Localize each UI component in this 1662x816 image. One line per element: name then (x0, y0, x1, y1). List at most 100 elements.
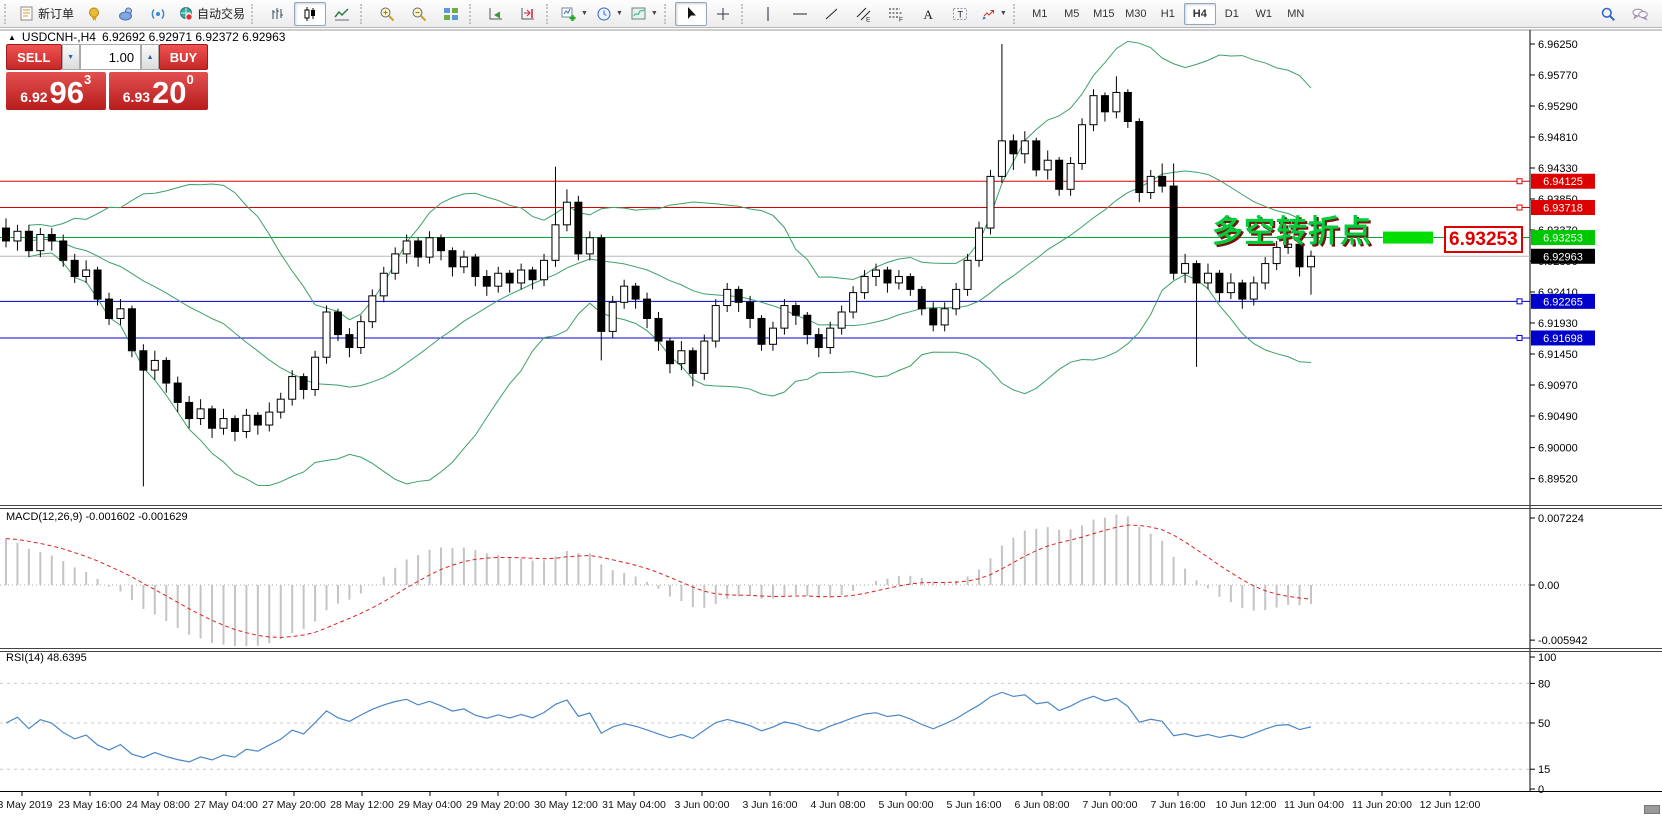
svg-text:31 May 04:00: 31 May 04:00 (602, 799, 666, 811)
timeframe-button-mn[interactable]: MN (1287, 7, 1305, 20)
svg-text:6.96250: 6.96250 (1538, 39, 1578, 51)
timeframe-button-m5[interactable]: M5 (1064, 7, 1080, 20)
toolbar-group (674, 1, 739, 27)
horizontal-line-button[interactable] (784, 2, 816, 26)
chat-button[interactable] (1624, 2, 1656, 26)
autotrade-icon (180, 6, 193, 21)
text-label-button[interactable]: T (944, 2, 976, 26)
candlestick-chart-button[interactable] (294, 1, 327, 26)
timeframe-button-h4[interactable]: H4 (1183, 2, 1216, 25)
signal-icon[interactable] (142, 2, 174, 26)
pivot-annotation-text[interactable]: 多空转折点 (1212, 214, 1372, 249)
svg-text:6.93253: 6.93253 (1543, 233, 1583, 245)
tile-windows-button[interactable] (435, 2, 467, 26)
chevron-down-icon[interactable]: ▼ (999, 10, 1007, 17)
toolbar-group (371, 1, 467, 27)
macd-indicator-label: MACD(12,26,9) -0.001602 -0.001629 (6, 511, 188, 523)
arrows-button[interactable]: ▼ (976, 2, 1011, 26)
timeframe-button-w1[interactable]: W1 (1255, 7, 1273, 20)
linechart-icon (334, 7, 350, 20)
templates-button[interactable]: ▼ (627, 2, 662, 26)
chart-shift-button[interactable] (512, 2, 544, 26)
svg-text:6.91450: 6.91450 (1538, 349, 1578, 361)
macd-histogram (5, 514, 1312, 646)
svg-text:50: 50 (1538, 718, 1550, 730)
timeframe-toolbar: M1 M5 M15 M30 H1 H4 D1 W1 MN (1024, 1, 1312, 27)
chevron-down-icon[interactable]: ▼ (615, 10, 623, 17)
pivot-highlight-bar[interactable] (1383, 231, 1433, 244)
bar-chart-button[interactable] (262, 2, 294, 26)
svg-text:27 May 20:00: 27 May 20:00 (262, 799, 326, 811)
timeframe-button-d1[interactable]: D1 (1224, 7, 1239, 20)
support-line-1[interactable]: 6.92265 (0, 293, 1595, 309)
pivot-price-callout[interactable]: 6.93253 (1444, 226, 1523, 253)
support-line-2[interactable]: 6.91698 (0, 330, 1595, 346)
textT-icon: T (952, 7, 967, 20)
svg-text:6.90970: 6.90970 (1538, 380, 1578, 392)
buy-price-big: 20 (152, 75, 187, 110)
chevron-down-icon[interactable]: ▼ (581, 10, 588, 17)
svg-text:0: 0 (1538, 784, 1544, 796)
trend-line-button[interactable] (816, 2, 848, 26)
zoom-out-button[interactable] (403, 2, 435, 26)
new-order-button[interactable]: 新订单 (15, 2, 78, 26)
resistance-line-1[interactable]: 6.94125 (0, 173, 1595, 189)
svg-text:100: 100 (1538, 652, 1556, 664)
zoom-in-button[interactable] (371, 2, 403, 26)
toolbar-grip (360, 3, 369, 24)
vertical-line-button[interactable] (752, 2, 784, 26)
svg-text:6.94125: 6.94125 (1543, 176, 1583, 188)
macd-values: -0.001602 -0.001629 (85, 511, 188, 523)
indicators-button[interactable]: ▼ (557, 2, 592, 26)
svg-text:29 May 04:00: 29 May 04:00 (398, 799, 462, 811)
autotrading-button[interactable]: 自动交易 (174, 2, 249, 26)
gold-seal-icon[interactable] (78, 2, 110, 26)
sell-button[interactable]: SELL (6, 44, 62, 70)
toolbar-grip (663, 3, 673, 24)
cursor-button[interactable] (674, 1, 707, 26)
buy-button[interactable]: BUY (159, 44, 208, 70)
svg-text:5 Jun 00:00: 5 Jun 00:00 (879, 799, 934, 811)
volume-input[interactable]: 1.00 (79, 44, 142, 70)
text-button[interactable]: A (912, 2, 944, 26)
svg-text:30 May 12:00: 30 May 12:00 (534, 799, 598, 811)
auto-scroll-button[interactable] (480, 2, 512, 26)
sell-price-display[interactable]: 6.92 96 3 (6, 72, 106, 110)
toolbar-grip (1012, 3, 1022, 24)
toolbar-group: E F A T ▼ (752, 1, 1011, 27)
chevron-down-icon[interactable]: ▼ (650, 10, 658, 17)
scrollbar-grip[interactable] (1644, 805, 1660, 814)
vline-icon (767, 6, 769, 21)
rsi-axis: 100 80 50 15 0 (1530, 652, 1556, 796)
addind-icon (561, 7, 576, 21)
time-axis: 23 May 2019 23 May 16:00 24 May 08:00 27 Ma… (0, 792, 1481, 811)
volume-increase-button[interactable]: ▲ (141, 44, 160, 70)
profile-cloud-icon[interactable] (110, 2, 142, 26)
equidistant-channel-button[interactable]: E (848, 2, 880, 26)
macd-axis: 0.007224 0.00 -0.005942 (1530, 513, 1588, 647)
timeframe-button-h1[interactable]: H1 (1160, 7, 1175, 20)
fibonacci-button[interactable]: F (880, 2, 912, 26)
svg-text:0.00: 0.00 (1538, 580, 1559, 592)
toolbar-group: 新订单 自动交易 (15, 1, 249, 27)
timeframe-button-m30[interactable]: M30 (1125, 7, 1147, 20)
crosshair-button[interactable] (707, 2, 739, 26)
search-button[interactable] (1592, 2, 1624, 26)
sell-price-big: 96 (49, 75, 84, 110)
svg-text:E: E (866, 16, 871, 22)
window-marker-icon[interactable]: ▲ (8, 32, 16, 42)
rsi-line (5, 691, 1312, 763)
macd-signal-line (5, 524, 1312, 638)
autoscroll-icon (489, 7, 503, 19)
timeframe-button-m1[interactable]: M1 (1032, 7, 1048, 20)
toolbar-grip (469, 3, 478, 24)
periods-button[interactable]: ▼ (592, 2, 627, 26)
candlestick-series (2, 44, 1315, 487)
timeframe-button-m15[interactable]: M15 (1093, 7, 1115, 20)
volume-decrease-button[interactable]: ▼ (61, 44, 80, 70)
pivot-line[interactable]: 6.93253 (0, 230, 1595, 246)
buy-price-display[interactable]: 6.93 20 0 (108, 72, 208, 110)
line-chart-button[interactable] (326, 2, 358, 26)
svg-text:7 Jun 00:00: 7 Jun 00:00 (1083, 799, 1138, 811)
resistance-line-2[interactable]: 6.93718 (0, 200, 1595, 216)
